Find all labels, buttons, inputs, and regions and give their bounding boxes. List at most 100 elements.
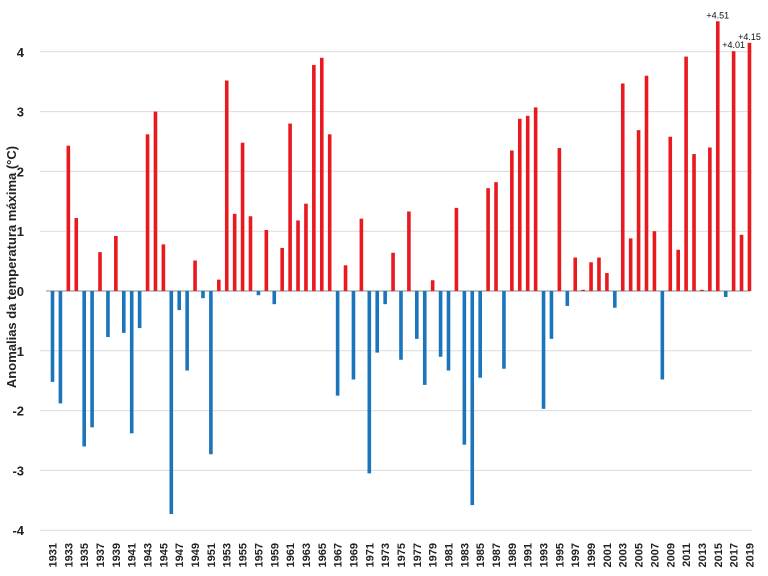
bar-2013: [700, 289, 704, 291]
x-tick-label-2003: 2003: [618, 543, 630, 567]
bar-1999: [589, 262, 593, 291]
bar-1943: [145, 134, 150, 291]
x-tick-label-1937: 1937: [95, 543, 107, 567]
bar-2014: [708, 147, 712, 291]
bar-1964: [312, 64, 316, 292]
bar-1982: [454, 207, 459, 291]
bar-1949: [193, 260, 197, 291]
bar-1931: [50, 291, 55, 382]
x-tick-label-1971: 1971: [364, 543, 376, 567]
bar-1942: [137, 291, 142, 329]
x-tick-label-1965: 1965: [317, 543, 329, 567]
bar-2004: [628, 238, 633, 291]
data-label-2015: +4.51: [706, 10, 729, 20]
bar-1933: [66, 145, 71, 291]
bar-1956: [248, 216, 253, 291]
x-tick-label-1979: 1979: [428, 543, 440, 567]
bar-1988: [502, 291, 506, 369]
x-tick-label-1963: 1963: [301, 543, 313, 567]
x-tick-label-1957: 1957: [253, 543, 265, 567]
x-tick-label-2017: 2017: [729, 543, 741, 567]
bar-1938: [106, 291, 110, 338]
x-tick-label-2005: 2005: [634, 543, 646, 567]
bar-1993: [541, 291, 546, 409]
bar-1978: [422, 291, 427, 385]
x-tick-label-1931: 1931: [48, 543, 60, 567]
bar-1947: [177, 291, 182, 311]
bar-1980: [438, 291, 443, 357]
bar-1984: [470, 291, 475, 506]
bar-2017: [731, 51, 736, 292]
x-tick-label-1973: 1973: [380, 543, 392, 567]
bar-1973: [383, 291, 387, 305]
bar-1961: [288, 123, 292, 291]
x-tick-label-1999: 1999: [586, 543, 598, 567]
x-tick-label-1967: 1967: [333, 543, 345, 567]
bar-1957: [256, 291, 261, 296]
x-tick-label-1941: 1941: [127, 543, 139, 567]
bar-1936: [90, 291, 94, 428]
bar-1972: [375, 291, 380, 353]
x-tick-label-1977: 1977: [412, 543, 424, 567]
y-tick-label-2: -2: [12, 404, 24, 419]
bar-2006: [644, 75, 649, 291]
bar-1944: [153, 111, 158, 291]
x-tick-label-1987: 1987: [491, 543, 503, 567]
x-tick-label-1981: 1981: [444, 543, 456, 567]
bar-1997: [573, 257, 578, 291]
bar-1996: [565, 291, 570, 306]
bar-1945: [161, 244, 166, 291]
bar-1951: [209, 291, 213, 455]
bar-1979: [430, 280, 435, 291]
y-tick-label-3: -1: [12, 344, 24, 359]
x-tick-label-1997: 1997: [570, 543, 582, 567]
bar-2005: [636, 130, 641, 291]
bar-1987: [494, 182, 498, 291]
bar-1963: [304, 203, 308, 291]
bar-1962: [296, 220, 300, 291]
bar-2010: [676, 249, 680, 291]
x-tick-label-1961: 1961: [285, 543, 297, 567]
bar-1965: [319, 57, 324, 291]
x-tick-label-1943: 1943: [143, 543, 155, 567]
bar-1969: [351, 291, 356, 380]
bar-1974: [391, 252, 395, 291]
bar-1932: [58, 291, 63, 404]
x-tick-label-2019: 2019: [744, 543, 756, 567]
bar-1952: [217, 279, 221, 291]
bar-1958: [264, 230, 269, 291]
bar-2003: [620, 83, 625, 292]
bar-2008: [660, 291, 665, 380]
bar-2019: [747, 42, 752, 291]
bar-1935: [82, 291, 86, 447]
bar-1937: [98, 252, 102, 291]
x-tick-label-1991: 1991: [523, 543, 535, 567]
bar-1946: [169, 291, 174, 515]
bar-1941: [129, 291, 134, 434]
x-tick-label-1949: 1949: [190, 543, 202, 567]
x-tick-label-2009: 2009: [665, 543, 677, 567]
bar-1981: [446, 291, 451, 371]
y-tick-label-4: 0: [17, 284, 24, 299]
x-tick-label-1969: 1969: [348, 543, 360, 567]
x-tick-label-1939: 1939: [111, 543, 123, 567]
bar-1983: [462, 291, 467, 445]
data-label-2019: +4.15: [738, 32, 761, 42]
data-label-2017: +4.01: [722, 40, 745, 50]
x-tick-label-1953: 1953: [222, 543, 234, 567]
y-tick-label-6: 2: [17, 164, 24, 179]
data-labels: +4.51 +4.01+4.15: [706, 10, 760, 50]
bar-2002: [613, 291, 617, 308]
bar-1955: [240, 142, 245, 291]
bar-1989: [510, 150, 514, 291]
bar-1975: [399, 291, 403, 360]
bar-1990: [517, 118, 522, 291]
bar-1968: [343, 265, 348, 291]
x-tick-label-2015: 2015: [713, 543, 725, 567]
bar-1970: [359, 218, 364, 291]
x-tick-label-1935: 1935: [79, 543, 91, 567]
bar-1976: [407, 211, 411, 291]
bar-1992: [533, 107, 538, 291]
bar-1959: [272, 291, 277, 305]
